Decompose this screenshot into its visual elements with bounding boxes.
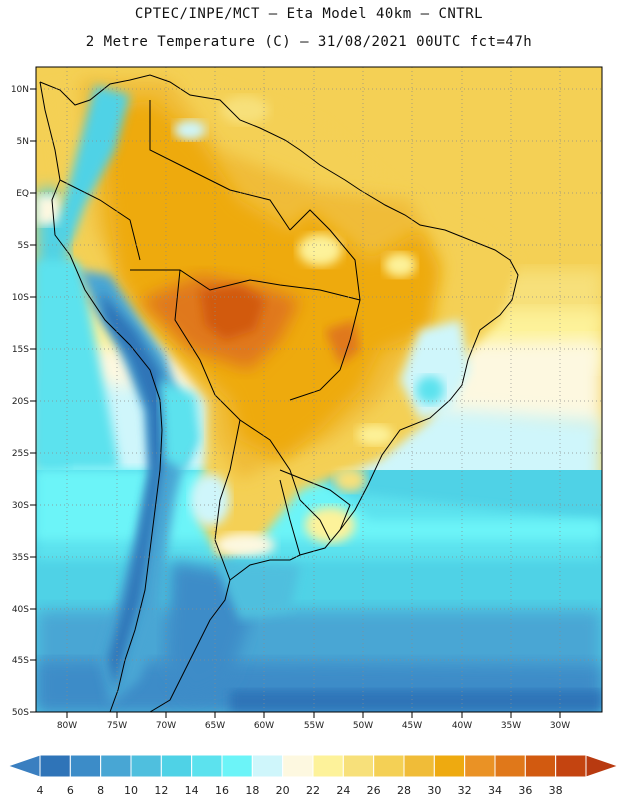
colorbar-swatch <box>39 754 71 778</box>
colorbar-arrow-low <box>6 754 41 778</box>
lon-label: 30W <box>550 721 570 731</box>
colorbar-label: 14 <box>185 784 199 797</box>
lat-label: 30S <box>12 501 29 511</box>
lon-label: 70W <box>156 721 176 731</box>
colorbar-swatch <box>282 754 314 778</box>
map-frame <box>35 66 603 713</box>
colorbar-label: 28 <box>397 784 411 797</box>
lat-label: 35S <box>12 553 29 563</box>
lat-label: 45S <box>12 656 29 666</box>
lat-label: 10S <box>12 293 29 303</box>
colorbar-swatch <box>251 754 284 778</box>
colorbar-label: 4 <box>37 784 44 797</box>
colorbar-label: 24 <box>336 784 350 797</box>
colorbar-swatch <box>160 754 193 778</box>
lat-label: 5S <box>18 241 30 251</box>
colorbar-swatch <box>555 754 587 778</box>
colorbar-swatch <box>100 754 132 778</box>
country-borders <box>39 74 519 712</box>
colorbar-swatch <box>191 754 223 778</box>
colorbar-swatch <box>464 754 496 778</box>
colorbar-swatch <box>373 754 405 778</box>
lat-label: 20S <box>12 397 29 407</box>
lat-label: 10N <box>11 85 29 95</box>
colorbar-label: 12 <box>154 784 168 797</box>
lat-label: 15S <box>12 345 29 355</box>
lon-label: 80W <box>57 721 77 731</box>
lon-label: 35W <box>501 721 521 731</box>
lat-label: EQ <box>16 189 29 199</box>
colorbar-label: 34 <box>488 784 502 797</box>
colorbar-label: 22 <box>306 784 320 797</box>
map-title: CPTEC/INPE/MCT – Eta Model 40km – CNTRL <box>134 6 484 22</box>
lon-label: 75W <box>107 721 127 731</box>
lat-label: 5N <box>17 137 29 147</box>
lon-label: 65W <box>205 721 225 731</box>
colorbar-label: 38 <box>549 784 563 797</box>
colorbar-swatch <box>221 754 253 778</box>
colorbar: 4 6 8 10 12 14 16 18 20 22 24 26 28 30 32 34 36 38 <box>6 754 618 797</box>
colorbar-swatch <box>69 754 102 778</box>
colorbar-label: 20 <box>276 784 290 797</box>
colorbar-label: 36 <box>518 784 532 797</box>
colorbar-arrow-high <box>585 754 618 778</box>
lon-label: 55W <box>304 721 324 731</box>
lon-label: 60W <box>254 721 274 731</box>
colorbar-label: 6 <box>67 784 74 797</box>
colorbar-label: 10 <box>124 784 138 797</box>
colorbar-label: 32 <box>458 784 472 797</box>
colorbar-label: 16 <box>215 784 229 797</box>
colorbar-swatch <box>403 754 435 778</box>
colorbar-swatch <box>130 754 162 778</box>
temperature-field <box>36 67 602 712</box>
lat-label: 25S <box>12 449 29 459</box>
colorbar-label: 18 <box>245 784 259 797</box>
colorbar-swatch <box>433 754 466 778</box>
lon-label: 45W <box>402 721 422 731</box>
lat-label: 50S <box>12 708 29 718</box>
map-subtitle: 2 Metre Temperature (C) – 31/08/2021 00U… <box>85 34 533 50</box>
longitude-labels: 80W 75W 70W 65W 60W 55W 50W 45W 40W 35W … <box>57 721 570 731</box>
colorbar-label: 30 <box>427 784 441 797</box>
latitude-labels: 10N 5N EQ 5S 10S 15S 20S 25S 30S 35S 40S… <box>11 85 29 718</box>
colorbar-swatch <box>524 754 557 778</box>
colorbar-swatch <box>312 754 344 778</box>
colorbar-swatch <box>342 754 375 778</box>
tick-marks <box>30 88 561 718</box>
colorbar-label: 8 <box>97 784 104 797</box>
lon-label: 40W <box>452 721 472 731</box>
lon-label: 50W <box>353 721 373 731</box>
colorbar-label: 26 <box>367 784 381 797</box>
lat-label: 40S <box>12 605 29 615</box>
colorbar-swatch <box>494 754 526 778</box>
